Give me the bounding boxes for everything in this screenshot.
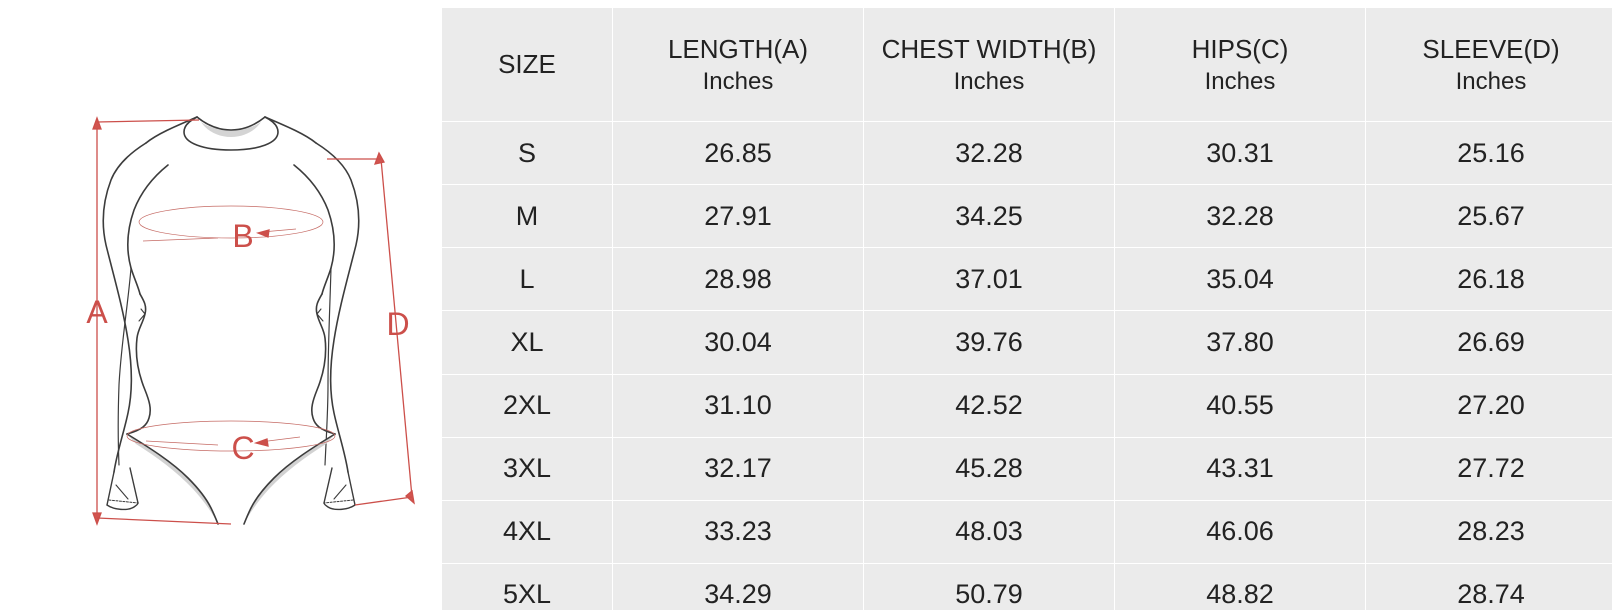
svg-text:D: D (386, 306, 409, 342)
svg-text:A: A (86, 294, 108, 330)
svg-text:C: C (231, 430, 254, 466)
svg-text:B: B (232, 218, 253, 254)
